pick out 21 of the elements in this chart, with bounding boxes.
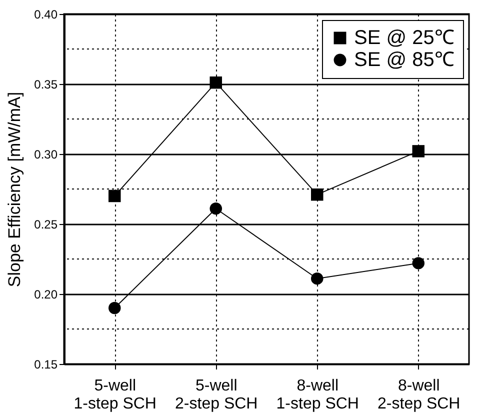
point [108, 302, 121, 314]
point [210, 76, 222, 89]
x-tick-label: 8-well 1-step SCH [276, 378, 359, 412]
y-tick-label: 0.40 [34, 8, 58, 22]
y-tick-label: 0.15 [34, 358, 58, 372]
y-tick-label: 0.30 [34, 148, 58, 162]
x-tick-label: 5-well 2-step SCH [175, 378, 258, 412]
x-tick-label: 5-well 1-step SCH [74, 378, 156, 412]
point [412, 257, 424, 270]
point [311, 188, 324, 201]
point [210, 202, 222, 215]
y-axis-title: Slope Efficiency [mW/mA] [5, 92, 24, 288]
point [108, 190, 121, 202]
point [412, 145, 424, 158]
point [311, 272, 324, 285]
y-tick-label: 0.35 [34, 78, 58, 92]
x-tick-label: 8-well 2-step SCH [378, 378, 460, 412]
y-tick-label: 0.25 [34, 218, 58, 232]
legend-label: SE @ 25℃ [354, 27, 454, 49]
y-tick-label: 0.20 [34, 288, 58, 302]
legend-label: SE @ 85℃ [354, 49, 454, 71]
